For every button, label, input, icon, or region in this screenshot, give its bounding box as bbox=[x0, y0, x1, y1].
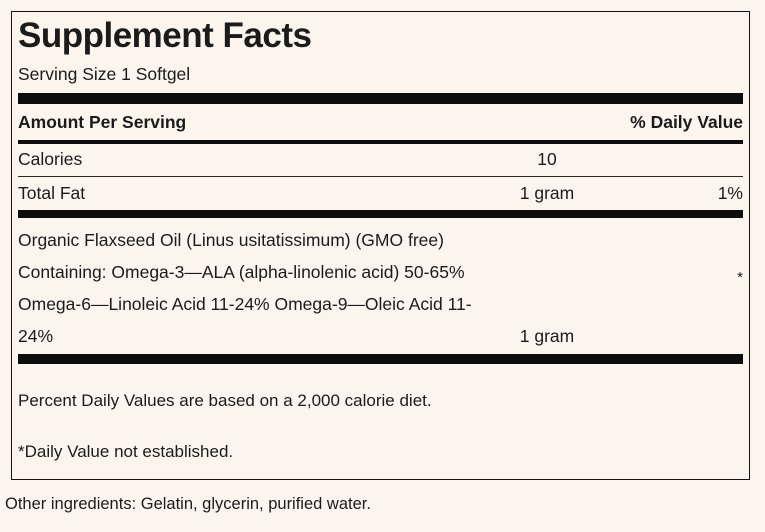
serving-size: Serving Size 1 Softgel bbox=[18, 63, 191, 84]
nutrient-label: Total Fat bbox=[18, 182, 86, 203]
nutrient-daily-value: 1% bbox=[717, 182, 743, 203]
supplement-facts-panel: Supplement Facts Serving Size 1 Softgel … bbox=[11, 11, 750, 480]
amount-per-serving-label: Amount Per Serving bbox=[18, 111, 187, 132]
fat-source-line: Containing: Omega-3—ALA (alpha-linolenic… bbox=[18, 261, 465, 282]
nutrient-row-calories: Calories 10 bbox=[18, 144, 743, 177]
fat-source-line-label: 24% bbox=[18, 325, 54, 346]
daily-value-asterisk: * bbox=[737, 268, 743, 286]
supplement-facts-title: Supplement Facts bbox=[18, 16, 312, 55]
header-rule bbox=[18, 139, 743, 144]
fat-source-last-line: 24% 1 gram bbox=[18, 320, 743, 352]
nutrient-amount: 1 gram bbox=[519, 182, 575, 203]
percent-daily-value-label: % Daily Value bbox=[630, 111, 743, 132]
thick-divider-middle bbox=[18, 209, 743, 218]
footnote-daily-value: *Daily Value not established. bbox=[18, 442, 234, 462]
nutrient-label: Calories bbox=[18, 149, 83, 169]
thick-divider-bottom bbox=[18, 353, 743, 364]
nutrient-amount: 10 bbox=[537, 149, 557, 169]
fat-source-block: Organic Flaxseed Oil (Linus usitatissimu… bbox=[18, 218, 743, 352]
column-header-row: Amount Per Serving % Daily Value bbox=[18, 104, 743, 140]
footnote-percent-dv: Percent Daily Values are based on a 2,00… bbox=[18, 390, 432, 410]
nutrient-row-total-fat: Total Fat 1 gram 1% bbox=[18, 177, 743, 210]
fat-source-line: Organic Flaxseed Oil (Linus usitatissimu… bbox=[18, 229, 444, 250]
thick-divider-top bbox=[18, 92, 743, 104]
fat-source-line: Omega-6—Linoleic Acid 11-24% Omega-9—Ole… bbox=[18, 293, 472, 314]
fat-source-amount: 1 gram bbox=[519, 325, 575, 346]
other-ingredients: Other ingredients: Gelatin, glycerin, pu… bbox=[5, 495, 371, 513]
